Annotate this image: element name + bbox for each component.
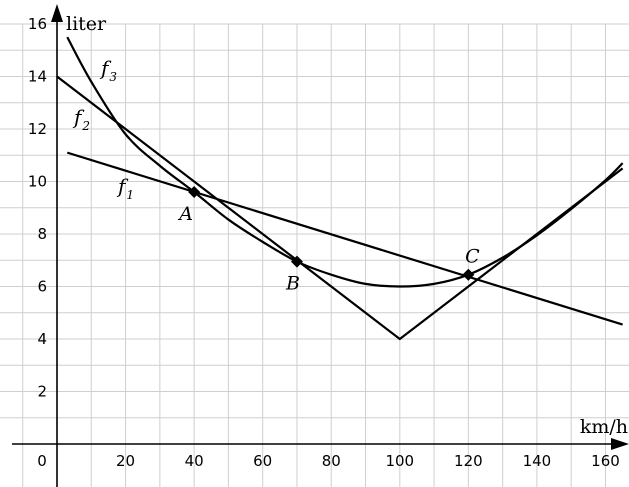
point-B xyxy=(290,255,303,268)
label-f2: f2 xyxy=(72,105,90,133)
chart-grid xyxy=(0,23,629,487)
y-tick-label: 6 xyxy=(37,278,47,296)
y-tick-label: 12 xyxy=(28,120,47,138)
y-axis-label: liter xyxy=(66,13,107,35)
x-tick-label: 120 xyxy=(454,452,483,470)
y-tick-label: 14 xyxy=(28,68,47,86)
chart-labels: liter km/h xyxy=(66,13,628,438)
chart-curves xyxy=(56,36,624,341)
x-tick-label: 40 xyxy=(185,452,204,470)
label-f1: f1 xyxy=(116,174,134,202)
y-axis-arrow xyxy=(51,4,63,22)
point-label-A: A xyxy=(177,203,193,225)
point-label-C: C xyxy=(465,246,480,268)
series-f2-line xyxy=(56,75,624,341)
label-f3: f3 xyxy=(99,56,117,84)
label-f3-subscript: 3 xyxy=(109,70,117,84)
origin-label: 0 xyxy=(37,452,47,470)
x-tick-label: 20 xyxy=(116,452,135,470)
y-tick-label: 4 xyxy=(37,330,47,348)
series-f1-line xyxy=(66,151,623,326)
chart-axes xyxy=(12,4,629,487)
x-axis-label: km/h xyxy=(580,416,628,438)
y-tick-label: 8 xyxy=(37,225,47,243)
y-tick-label: 2 xyxy=(37,383,47,401)
point-C xyxy=(462,268,475,281)
series-f3-line xyxy=(66,36,624,288)
y-tick-label: 16 xyxy=(28,15,47,33)
x-tick-label: 160 xyxy=(591,452,620,470)
label-f2-subscript: 2 xyxy=(81,119,90,133)
label-f1-subscript: 1 xyxy=(126,188,134,202)
point-label-B: B xyxy=(285,273,300,295)
x-tick-label: 140 xyxy=(523,452,552,470)
y-tick-label: 10 xyxy=(28,173,47,191)
x-axis-arrow xyxy=(611,438,629,450)
point-A xyxy=(188,186,201,198)
x-tick-label: 60 xyxy=(253,452,272,470)
x-tick-label: 100 xyxy=(385,452,414,470)
chart-points: A B C xyxy=(177,186,480,295)
x-tick-label: 80 xyxy=(322,452,341,470)
